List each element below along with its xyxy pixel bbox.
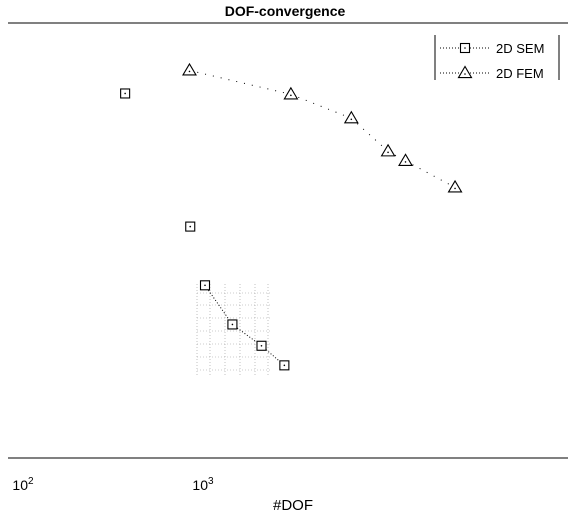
series-fem-segment [189,69,291,95]
series-fem-point [182,62,197,76]
series-fem-point [283,86,299,100]
legend: 2D SEM 2D FEM [434,35,560,81]
x-tick-labels: 102 103 [12,476,214,493]
legend-marker-fem [457,65,473,79]
series-sem-segment [204,285,233,325]
x-tick-label: 102 [12,476,34,493]
legend-entries: 2D SEM 2D FEM [440,41,544,81]
series-fem-point [447,179,463,193]
chart-title: DOF-convergence [225,3,346,19]
series-fem-point [380,143,396,157]
series-sem-point [279,360,290,371]
series-fem-segment [290,93,352,119]
series-sem-point [256,340,267,351]
legend-entry-sem: 2D SEM [440,41,544,56]
series-layer [120,62,463,371]
series-sem-point [199,280,211,291]
legend-label-fem: 2D FEM [496,66,544,81]
series-fem-segment [405,160,456,188]
series-sem-point [227,319,238,330]
legend-label-sem: 2D SEM [496,41,544,56]
x-tick-label: 103 [192,476,214,493]
series-sem-point [185,221,196,232]
series-fem-point [343,110,359,124]
series-fem-point [398,153,413,166]
legend-entry-fem: 2D FEM [440,65,544,81]
series-sem-point [120,88,131,99]
series-sem-segment [261,345,285,366]
legend-marker-sem [459,42,471,54]
x-axis-label: #DOF [273,497,313,514]
series-fem-segment [350,117,389,152]
